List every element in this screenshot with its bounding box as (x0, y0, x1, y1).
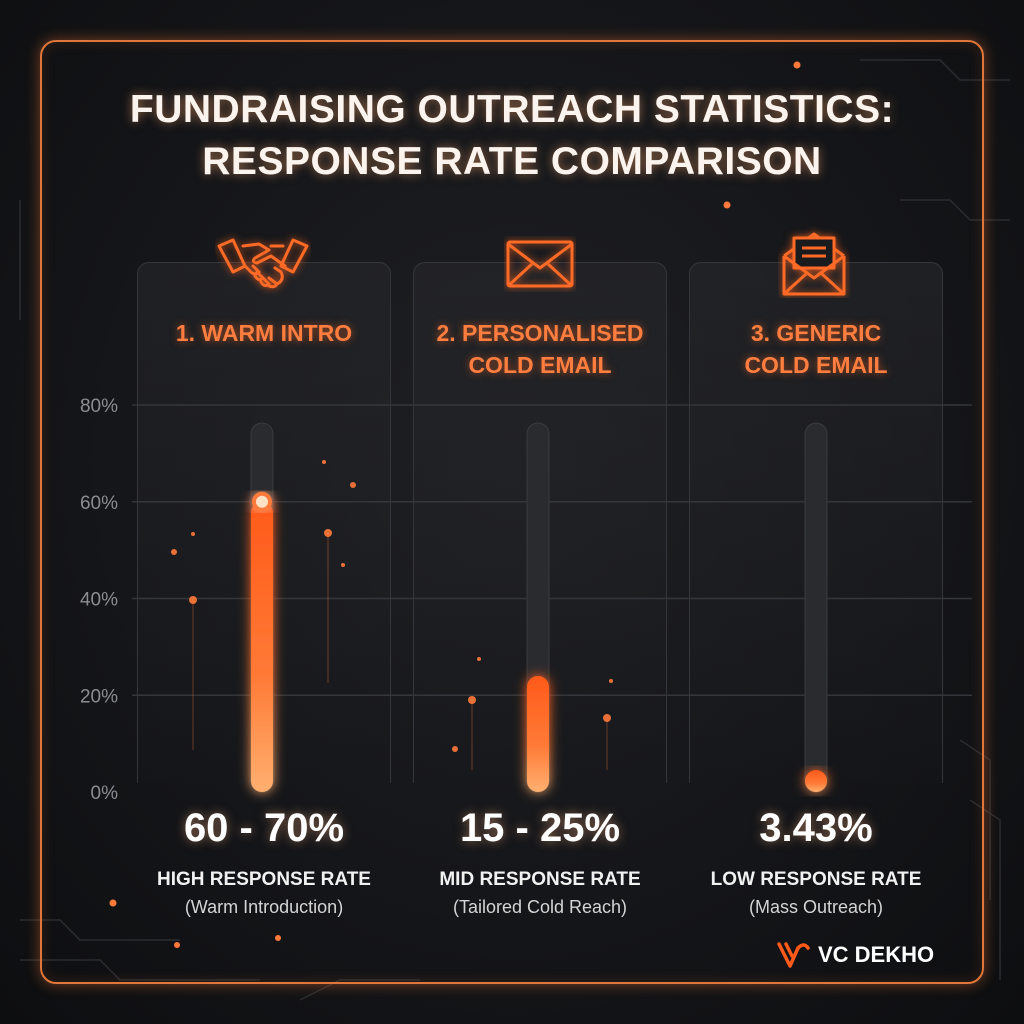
category-label-personalised-line-2: COLD EMAIL (468, 352, 612, 378)
spark-dot (171, 549, 177, 555)
rate-sublabel-generic: (Mass Outreach) (748, 897, 884, 917)
bar (527, 675, 549, 792)
brand-logo: VC DEKHO (776, 938, 966, 972)
bar (805, 770, 827, 792)
envelope-icon (506, 240, 574, 288)
bar-track (804, 422, 828, 793)
title-line-2: RESPONSE RATE COMPARISON (202, 140, 822, 183)
spark-dot (191, 532, 195, 536)
y-tick-label: 60% (80, 493, 118, 514)
rate-label-personalised: MID RESPONSE RATE (439, 869, 641, 890)
category-label-warm-intro-line-1: 1. WARM INTRO (175, 320, 353, 346)
spark-dot (609, 679, 613, 683)
spark-dot (452, 746, 458, 752)
rate-label-warm-intro: HIGH RESPONSE RATE (157, 869, 371, 890)
rate-sublabel-personalised: (Tailored Cold Reach) (452, 897, 628, 917)
value-label-personalised: 15 - 25% (459, 806, 621, 850)
spark-dot (350, 482, 356, 488)
bar-cap (252, 491, 272, 512)
vc-dekho-logo-icon (777, 942, 810, 968)
spark-dot (603, 714, 611, 722)
spark-dot (322, 460, 326, 464)
value-label-generic: 3.43% (759, 806, 873, 850)
brand-name: VC DEKHO (818, 942, 935, 967)
category-label-generic-line-2: COLD EMAIL (744, 352, 888, 378)
y-tick-label: 40% (80, 590, 118, 611)
bar (251, 501, 273, 792)
category-label-generic-line-1: 3. GENERIC (750, 320, 882, 346)
category-label-personalised-line-1: 2. PERSONALISED (436, 320, 644, 346)
category-label-warm-intro: 1. WARM INTRO (134, 317, 394, 349)
y-tick-label: 0% (91, 783, 119, 804)
spark-dot (189, 596, 197, 604)
title-line-1: FUNDRAISING OUTREACH STATISTICS: (129, 88, 895, 131)
category-label-personalised: 2. PERSONALISED COLD EMAIL (410, 317, 670, 381)
chart-title: FUNDRAISING OUTREACH STATISTICS: RESPONS… (40, 84, 984, 188)
card-frame (40, 40, 984, 984)
value-label-warm-intro: 60 - 70% (183, 806, 345, 850)
spark-dot (468, 696, 476, 704)
y-tick-label: 20% (80, 686, 118, 707)
category-label-generic: 3. GENERIC COLD EMAIL (686, 317, 946, 381)
rate-label-generic: LOW RESPONSE RATE (710, 869, 922, 890)
spark-dot (324, 529, 332, 537)
spark-dot (477, 657, 481, 661)
rate-sublabel-warm-intro: (Warm Introduction) (184, 897, 344, 917)
open-envelope-letter-icon (782, 232, 846, 296)
handshake-icon (217, 238, 309, 289)
spark-dot (341, 563, 345, 567)
y-tick-label: 80% (80, 396, 118, 417)
